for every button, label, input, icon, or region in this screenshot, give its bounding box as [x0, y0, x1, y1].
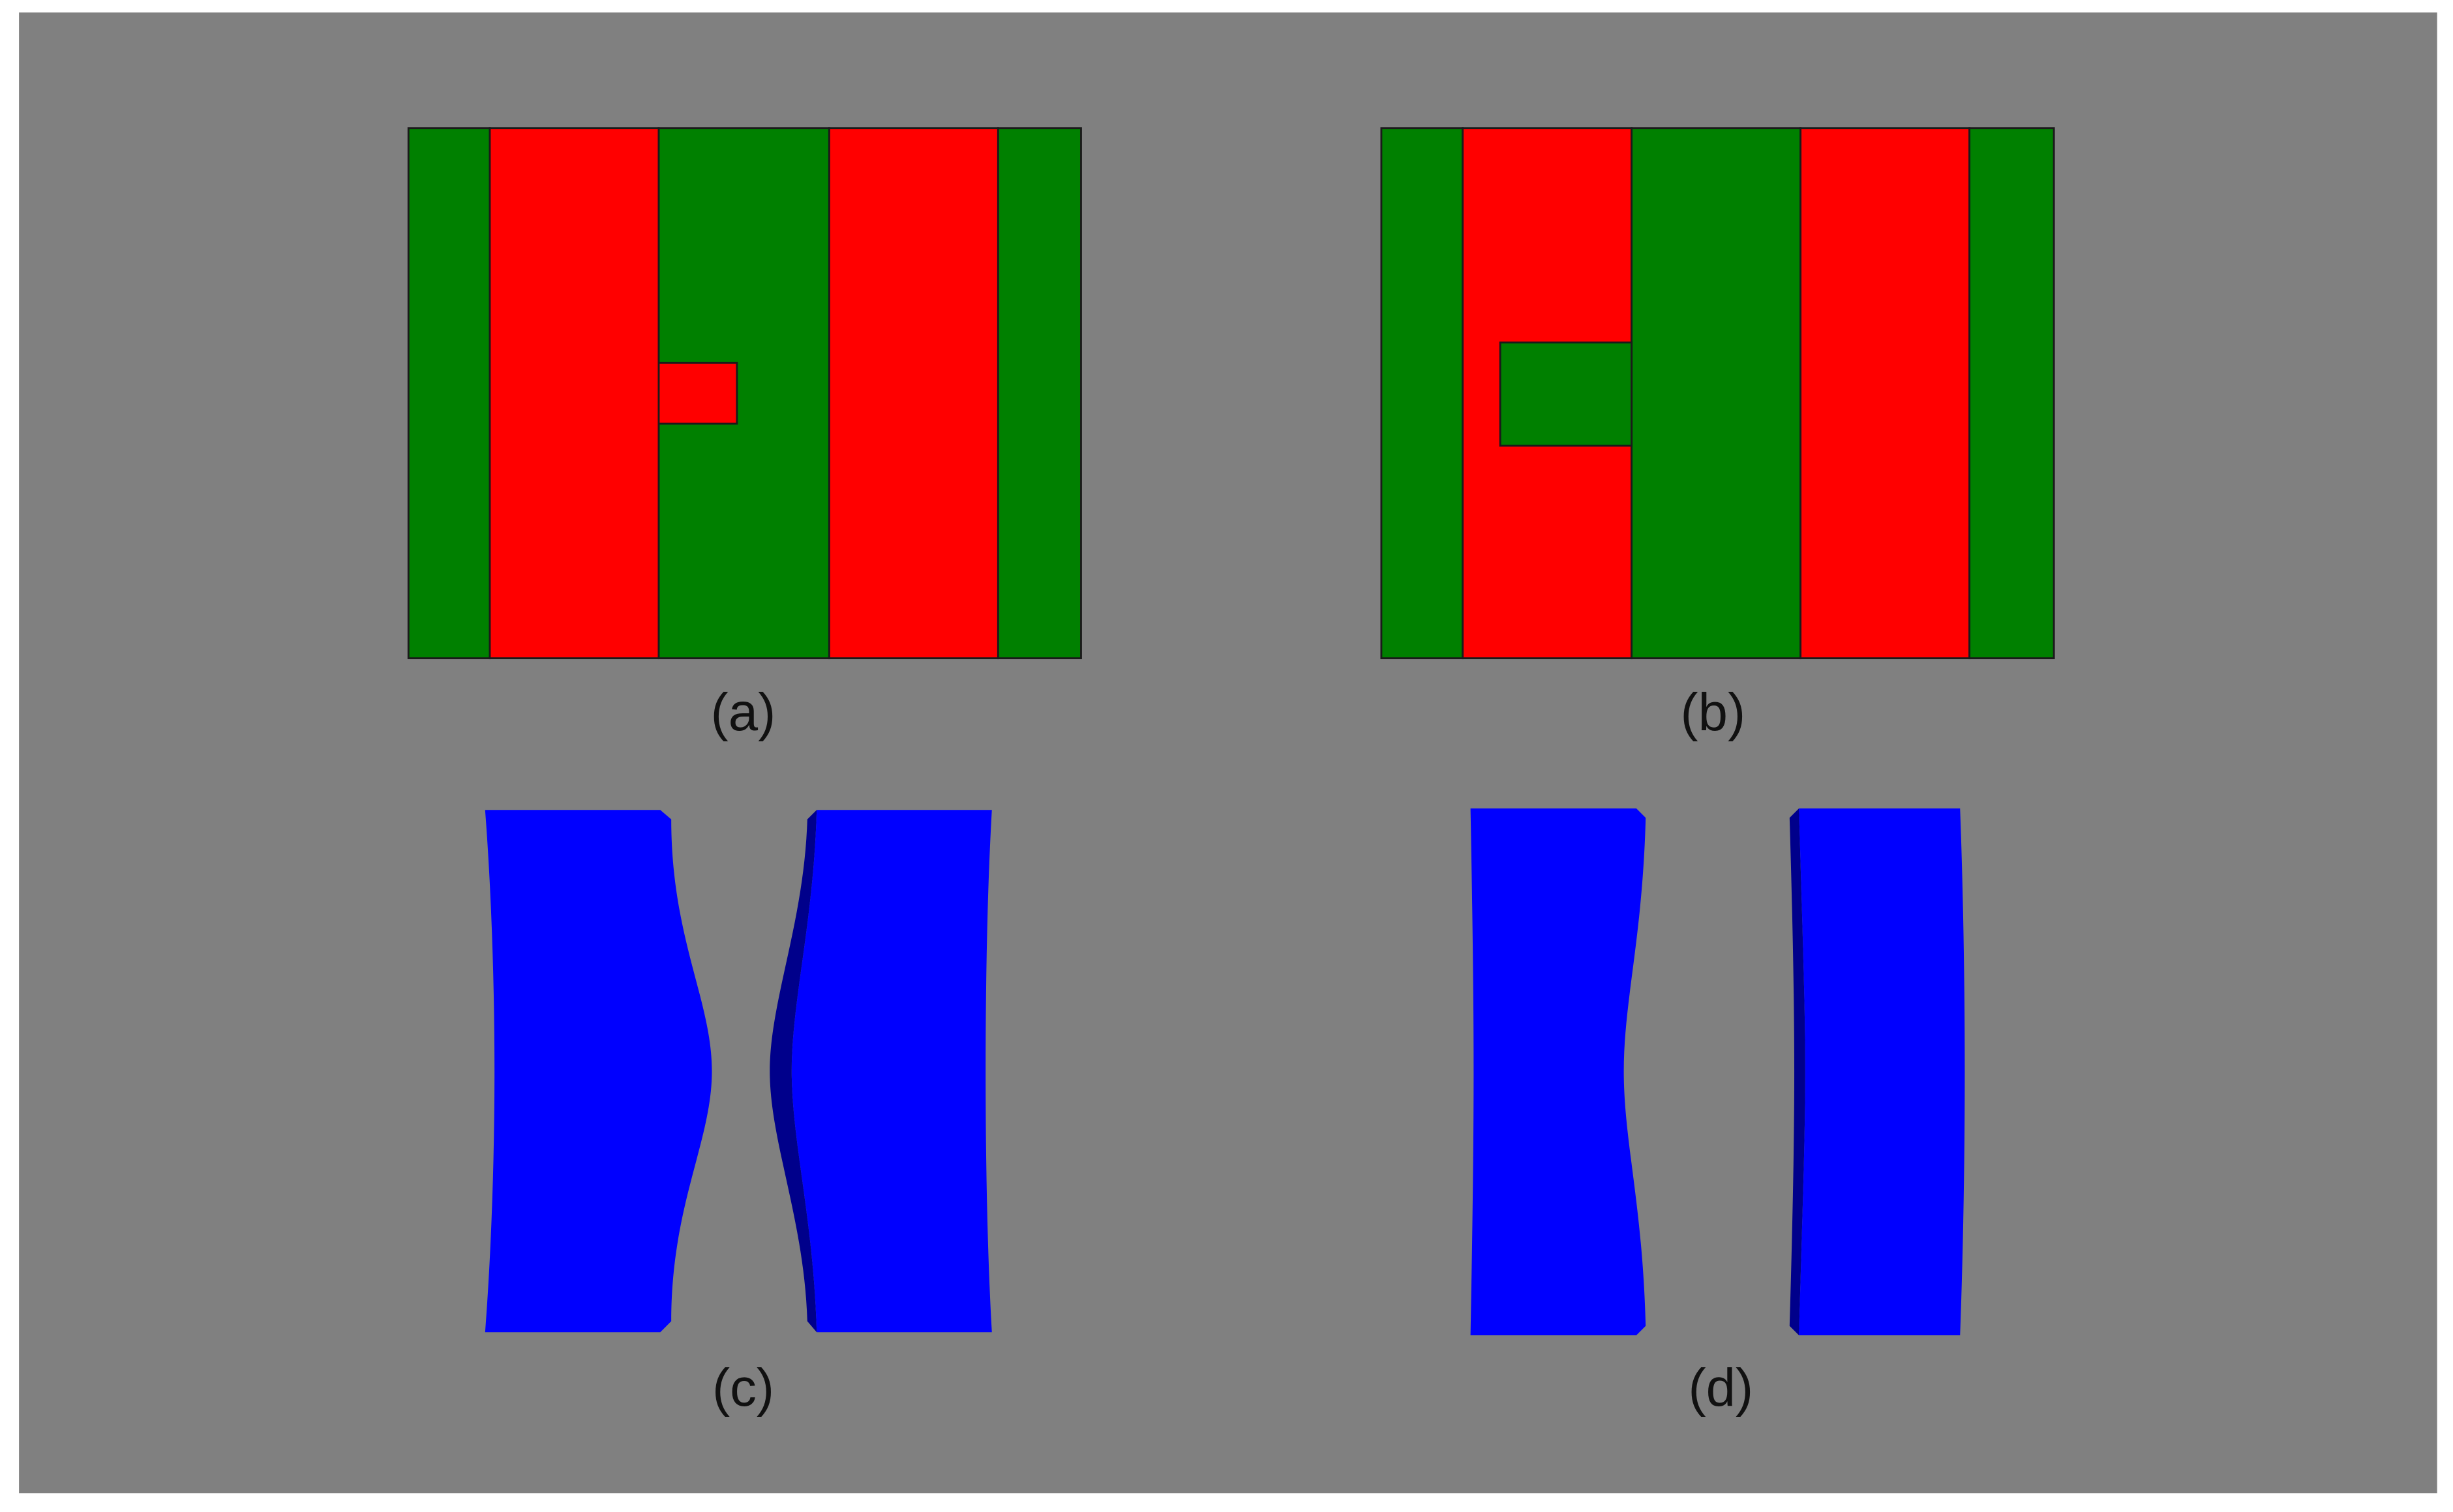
block-side	[770, 810, 817, 1333]
green-stripe	[1968, 127, 2055, 660]
blue-block	[485, 810, 712, 1333]
panel-b: (b)	[1380, 127, 2055, 742]
red-stripe	[489, 127, 660, 660]
red-stripe	[828, 127, 999, 660]
green-defect	[1499, 341, 1633, 447]
background	[19, 12, 2437, 1494]
panel-a: (a)	[407, 127, 1082, 742]
block-side	[1789, 808, 1805, 1336]
blue-block	[791, 810, 992, 1333]
green-stripe	[1631, 127, 1802, 660]
green-stripe	[997, 127, 1082, 660]
panel-d: (d)	[1470, 808, 1965, 1417]
panel-label: (c)	[712, 1358, 774, 1417]
red-stripe	[1799, 127, 1971, 660]
blue-block	[1799, 808, 1965, 1336]
red-defect	[657, 361, 738, 425]
green-stripe	[407, 127, 491, 660]
blue-block	[1470, 808, 1646, 1336]
panel-label: (a)	[711, 683, 776, 742]
panel-label: (d)	[1688, 1358, 1753, 1417]
panel-c: (c)	[485, 810, 992, 1417]
green-stripe	[1380, 127, 1464, 660]
panel-label: (b)	[1681, 683, 1746, 742]
